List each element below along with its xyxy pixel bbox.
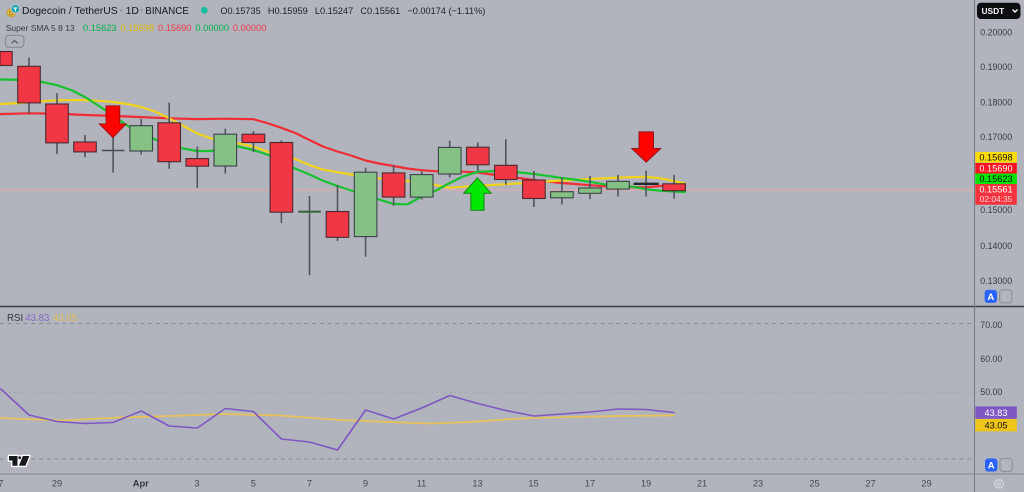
svg-text:27: 27 [865, 478, 875, 488]
svg-text:0.20000: 0.20000 [980, 27, 1012, 37]
svg-text:02:04:35: 02:04:35 [980, 194, 1013, 204]
svg-text:0.15000: 0.15000 [980, 205, 1012, 215]
svg-text:0.00000: 0.00000 [233, 23, 267, 33]
svg-text:0.15698: 0.15698 [979, 153, 1012, 163]
svg-text:USDT: USDT [982, 6, 1006, 16]
svg-text:A: A [988, 461, 995, 472]
svg-text:O0.15735 H0.15959 L0.15247: O0.15735 H0.15959 L0.15247 C0.15561 −0.0… [220, 6, 485, 16]
svg-text:BINANCE: BINANCE [145, 6, 189, 17]
svg-text:9: 9 [363, 478, 368, 488]
svg-text:29: 29 [52, 478, 62, 488]
svg-text:0.00000: 0.00000 [195, 23, 229, 33]
svg-text:0.15698: 0.15698 [120, 23, 154, 33]
svg-text:0.14000: 0.14000 [980, 241, 1012, 251]
svg-text:Apr: Apr [133, 478, 149, 488]
svg-text:0.13000: 0.13000 [980, 276, 1012, 286]
svg-text:7: 7 [0, 478, 4, 488]
svg-text:0.15623: 0.15623 [979, 174, 1012, 184]
svg-text:0.19000: 0.19000 [980, 62, 1012, 72]
svg-text:5: 5 [251, 478, 256, 488]
svg-text:Super SMA 5 8 13: Super SMA 5 8 13 [6, 23, 75, 33]
svg-text:A: A [987, 292, 994, 303]
svg-text:RSI: RSI [7, 313, 23, 324]
svg-text:L: L [1004, 461, 1009, 472]
svg-text:0.15561: 0.15561 [979, 184, 1012, 194]
svg-text:0.15690: 0.15690 [158, 23, 192, 33]
svg-text:19: 19 [641, 478, 651, 488]
svg-text:43.83: 43.83 [985, 408, 1008, 418]
svg-text:21: 21 [697, 478, 707, 488]
svg-text:43.05: 43.05 [53, 313, 77, 324]
svg-text:60.00: 60.00 [980, 354, 1002, 364]
svg-text:43.83: 43.83 [25, 313, 49, 324]
svg-text:0.15690: 0.15690 [979, 164, 1012, 174]
svg-text:50.00: 50.00 [980, 387, 1002, 397]
svg-text:0.17000: 0.17000 [980, 132, 1012, 142]
svg-text:L: L [1003, 292, 1008, 303]
svg-text:Dogecoin / TetherUS: Dogecoin / TetherUS [22, 6, 118, 17]
svg-text:25: 25 [809, 478, 819, 488]
svg-text:1D: 1D [126, 6, 139, 17]
svg-text:15: 15 [528, 478, 538, 488]
svg-text:17: 17 [585, 478, 595, 488]
svg-text:D: D [9, 10, 14, 17]
svg-text:70.00: 70.00 [980, 320, 1002, 330]
svg-text:13: 13 [472, 478, 482, 488]
svg-text:29: 29 [921, 478, 931, 488]
svg-text:43.05: 43.05 [985, 420, 1008, 430]
svg-text:0.18000: 0.18000 [980, 98, 1012, 108]
svg-text:11: 11 [417, 478, 427, 488]
svg-text:3: 3 [194, 478, 199, 488]
svg-text:23: 23 [753, 478, 763, 488]
svg-text:7: 7 [307, 478, 312, 488]
svg-text:0.15623: 0.15623 [83, 23, 117, 33]
